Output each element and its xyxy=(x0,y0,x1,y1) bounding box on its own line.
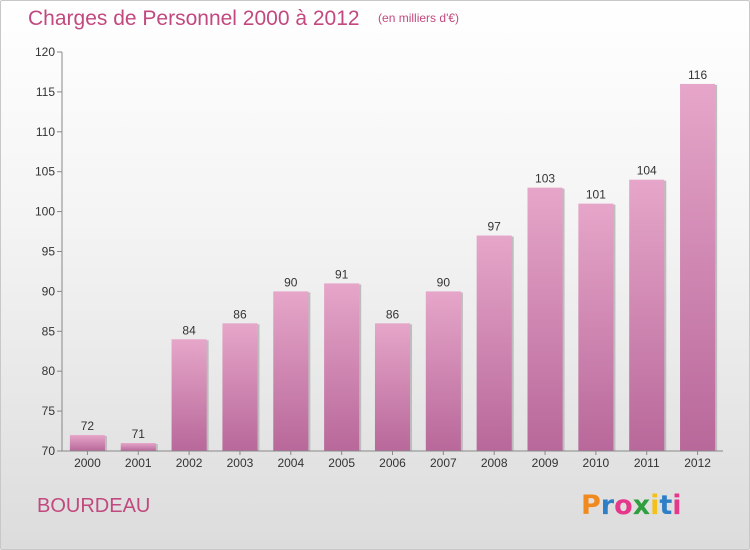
bar-2008 xyxy=(476,235,512,451)
bar-2001 xyxy=(120,443,156,451)
x-tick-label: 2006 xyxy=(379,456,406,470)
data-label: 86 xyxy=(233,307,247,321)
bar-2005 xyxy=(324,283,360,451)
x-axis: 2000 2001 2002 2003 2004 2005 2006 2007 2008 2009… xyxy=(62,450,723,470)
data-label: 71 xyxy=(132,427,146,441)
y-tick-label: 95 xyxy=(42,245,56,259)
y-axis: 70 75 80 85 90 95 100 105 110 115 120 xyxy=(35,45,63,458)
x-tick-label: 2012 xyxy=(684,456,711,470)
bar-2006 xyxy=(374,323,411,451)
bar-2011 xyxy=(629,179,665,451)
data-label: 84 xyxy=(182,323,196,337)
title-row: Charges de Personnel 2000 à 2012 (en mil… xyxy=(28,7,459,31)
y-tick-label: 110 xyxy=(36,125,55,139)
y-tick-label: 100 xyxy=(35,205,55,219)
bars: 72 71 84 86 90 91 86 90 97 103 101 104 116 xyxy=(69,68,718,452)
proxiti-logo: Proxiti xyxy=(581,490,682,521)
x-tick-label: 2003 xyxy=(227,456,254,470)
place-name: BOURDEAU xyxy=(37,495,151,517)
bar-2004 xyxy=(273,291,309,451)
x-tick-label: 2010 xyxy=(583,456,610,470)
data-label: 116 xyxy=(688,68,707,82)
x-tick-label: 2005 xyxy=(328,456,355,470)
bar-2002 xyxy=(171,339,207,451)
y-tick-label: 85 xyxy=(42,324,56,338)
bar-2009 xyxy=(527,187,563,451)
data-label: 90 xyxy=(437,275,451,289)
bar-2010 xyxy=(578,203,614,451)
data-label: 104 xyxy=(637,164,657,178)
data-label: 103 xyxy=(535,172,555,186)
bar-2012 xyxy=(680,83,716,452)
x-tick-label: 2002 xyxy=(176,456,203,470)
x-tick-label: 2007 xyxy=(430,456,457,470)
data-label: 86 xyxy=(386,307,400,321)
y-tick-label: 115 xyxy=(36,85,55,99)
data-label: 101 xyxy=(586,188,606,202)
y-tick-label: 75 xyxy=(42,404,56,418)
data-label: 72 xyxy=(81,419,95,433)
x-tick-label: 2008 xyxy=(481,456,508,470)
data-label: 97 xyxy=(488,220,502,234)
chart-subtitle: (en milliers d'€) xyxy=(378,11,460,25)
data-label: 91 xyxy=(335,267,349,281)
x-tick-label: 2009 xyxy=(532,456,559,470)
bar-2000 xyxy=(69,435,105,451)
bar-2003 xyxy=(222,323,258,451)
x-tick-label: 2000 xyxy=(74,456,101,470)
x-tick-label: 2001 xyxy=(125,456,152,470)
data-label: 90 xyxy=(284,275,298,289)
y-tick-label: 90 xyxy=(42,284,56,298)
bar-2007 xyxy=(425,291,461,451)
y-tick-label: 80 xyxy=(42,364,56,378)
y-tick-label: 120 xyxy=(35,45,55,59)
chart-title: Charges de Personnel 2000 à 2012 xyxy=(28,7,360,30)
y-tick-label: 105 xyxy=(35,165,55,179)
y-tick-label: 70 xyxy=(42,444,56,458)
x-tick-label: 2011 xyxy=(634,456,660,470)
x-tick-label: 2004 xyxy=(277,456,304,470)
